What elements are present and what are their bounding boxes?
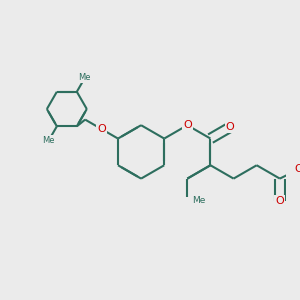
Text: O: O — [275, 196, 284, 206]
Text: Me: Me — [43, 136, 55, 145]
Text: O: O — [183, 120, 192, 130]
Text: O: O — [226, 122, 235, 132]
Text: Me: Me — [79, 74, 91, 82]
Text: O: O — [295, 164, 300, 174]
Text: O: O — [97, 124, 106, 134]
Text: Me: Me — [192, 196, 206, 205]
